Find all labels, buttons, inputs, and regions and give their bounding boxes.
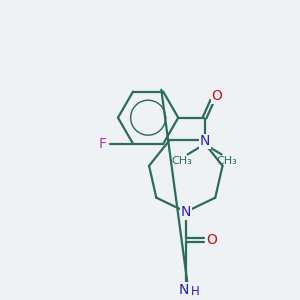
Text: O: O [212,89,222,103]
Text: H: H [191,285,200,298]
Text: CH₃: CH₃ [217,156,238,166]
Text: O: O [206,233,217,247]
Text: N: N [179,283,189,297]
Text: CH₃: CH₃ [172,156,192,166]
Text: N: N [181,205,191,219]
Text: N: N [200,134,210,148]
Text: F: F [99,137,107,151]
